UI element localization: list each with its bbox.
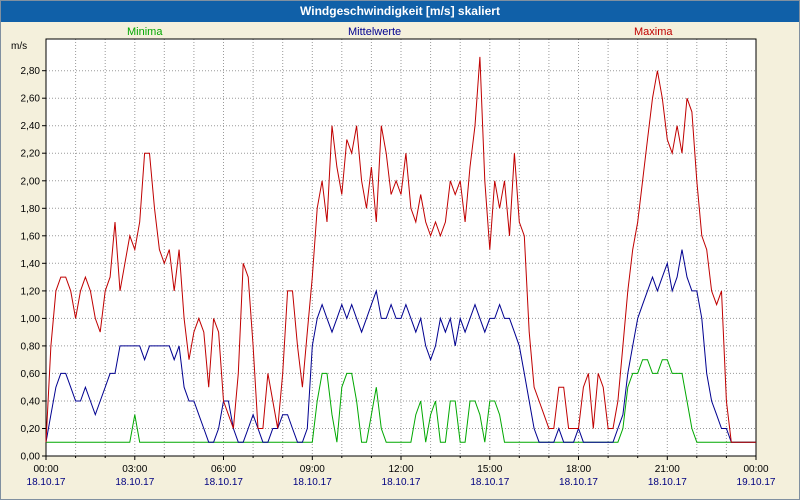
svg-text:1,20: 1,20	[21, 286, 41, 297]
svg-text:18.10.17: 18.10.17	[115, 477, 154, 488]
svg-text:0,00: 0,00	[21, 452, 41, 463]
svg-text:19.10.17: 19.10.17	[737, 477, 776, 488]
svg-text:2,40: 2,40	[21, 121, 41, 132]
svg-text:18.10.17: 18.10.17	[470, 477, 509, 488]
svg-text:1,60: 1,60	[21, 231, 41, 242]
svg-text:0,40: 0,40	[21, 397, 41, 408]
wind-speed-chart: 0,00 0,20 0,40 0,60 0,80 1,00 1,20 1,40 1,60 1,80…	[11, 38, 776, 488]
svg-text:03:00: 03:00	[122, 464, 147, 475]
y-unit-label: m/s	[11, 41, 27, 52]
svg-text:2,20: 2,20	[21, 149, 41, 160]
series-minima-line	[46, 359, 756, 443]
svg-text:1,80: 1,80	[21, 204, 41, 215]
svg-text:1,00: 1,00	[21, 314, 41, 325]
chart-title: Windgeschwindigkeit [m/s] skaliert	[1, 1, 799, 22]
svg-text:00:00: 00:00	[743, 464, 768, 475]
svg-text:18.10.17: 18.10.17	[648, 477, 687, 488]
svg-text:1,40: 1,40	[21, 259, 41, 270]
svg-text:18.10.17: 18.10.17	[293, 477, 332, 488]
svg-text:09:00: 09:00	[300, 464, 325, 475]
legend-minima: Minima	[127, 26, 163, 38]
legend-maxima: Maxima	[634, 26, 673, 38]
svg-text:18:00: 18:00	[566, 464, 591, 475]
svg-text:18.10.17: 18.10.17	[382, 477, 421, 488]
svg-text:0,80: 0,80	[21, 341, 41, 352]
chart-legend: Minima Mittelwerte Maxima	[1, 26, 799, 40]
legend-mittelwerte: Mittelwerte	[348, 26, 402, 38]
y-axis: 0,00 0,20 0,40 0,60 0,80 1,00 1,20 1,40 1,60 1,80…	[11, 41, 46, 463]
svg-text:18.10.17: 18.10.17	[204, 477, 243, 488]
svg-text:2,80: 2,80	[21, 66, 41, 77]
gridlines	[46, 39, 756, 456]
svg-text:00:00: 00:00	[33, 464, 58, 475]
series-maxima-line	[45, 56, 756, 443]
svg-text:18.10.17: 18.10.17	[559, 477, 598, 488]
svg-text:18.10.17: 18.10.17	[27, 477, 66, 488]
series-mittelwerte-line	[45, 249, 756, 443]
x-axis: 00:00 18.10.17 03:00 18.10.17 06:00 18.10.17 0…	[27, 456, 776, 488]
svg-text:06:00: 06:00	[211, 464, 236, 475]
svg-text:12:00: 12:00	[388, 464, 413, 475]
svg-text:0,20: 0,20	[21, 424, 41, 435]
svg-text:21:00: 21:00	[655, 464, 680, 475]
svg-text:2,00: 2,00	[21, 176, 41, 187]
svg-text:0,60: 0,60	[21, 369, 41, 380]
svg-text:2,60: 2,60	[21, 94, 41, 105]
svg-text:15:00: 15:00	[477, 464, 502, 475]
